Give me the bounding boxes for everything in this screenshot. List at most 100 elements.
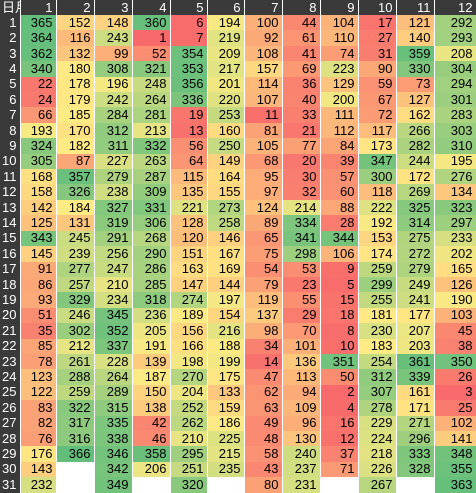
draft-number-cell[interactable]: 130 bbox=[282, 430, 321, 447]
draft-number-cell[interactable]: 97 bbox=[244, 184, 283, 200]
draft-number-cell[interactable]: 162 bbox=[396, 107, 435, 123]
draft-number-cell[interactable]: 27 bbox=[358, 30, 397, 46]
draft-number-cell[interactable]: 230 bbox=[358, 323, 397, 339]
draft-number-cell[interactable]: 198 bbox=[170, 353, 208, 370]
draft-number-cell[interactable]: 108 bbox=[244, 45, 283, 62]
draft-number-cell[interactable]: 192 bbox=[358, 215, 397, 231]
draft-number-cell[interactable]: 107 bbox=[244, 92, 283, 108]
month-header[interactable]: 7 bbox=[244, 0, 283, 15]
draft-number-cell[interactable]: 215 bbox=[207, 446, 245, 462]
draft-number-cell[interactable]: 233 bbox=[434, 230, 476, 247]
month-header[interactable]: 11 bbox=[396, 0, 435, 15]
draft-number-cell[interactable]: 311 bbox=[94, 138, 133, 154]
draft-number-cell[interactable]: 160 bbox=[207, 122, 245, 139]
draft-number-cell[interactable]: 44 bbox=[282, 15, 321, 31]
draft-number-cell[interactable]: 179 bbox=[56, 92, 95, 108]
draft-number-cell[interactable]: 158 bbox=[20, 184, 57, 200]
draft-number-cell[interactable]: 57 bbox=[320, 169, 359, 185]
draft-number-cell[interactable]: 74 bbox=[320, 45, 359, 62]
draft-number-cell[interactable]: 276 bbox=[434, 169, 476, 185]
draft-number-cell[interactable]: 166 bbox=[170, 338, 208, 354]
day-label[interactable]: 8 bbox=[0, 122, 21, 139]
draft-number-cell[interactable]: 178 bbox=[56, 76, 95, 93]
draft-number-cell[interactable]: 69 bbox=[282, 61, 321, 77]
draft-number-cell[interactable]: 321 bbox=[132, 61, 171, 77]
draft-number-cell[interactable]: 248 bbox=[132, 76, 171, 93]
draft-number-cell[interactable]: 140 bbox=[396, 30, 435, 46]
draft-number-cell[interactable]: 212 bbox=[56, 338, 95, 354]
draft-number-cell[interactable]: 91 bbox=[20, 261, 57, 277]
draft-number-cell[interactable]: 47 bbox=[244, 369, 283, 385]
draft-number-cell[interactable]: 116 bbox=[56, 30, 95, 46]
month-header[interactable]: 2 bbox=[56, 0, 95, 15]
draft-number-cell[interactable]: 7 bbox=[170, 30, 208, 46]
draft-number-cell[interactable]: 345 bbox=[94, 307, 133, 324]
draft-number-cell[interactable]: 26 bbox=[434, 369, 476, 385]
draft-number-cell[interactable]: 148 bbox=[94, 15, 133, 31]
draft-number-cell[interactable]: 92 bbox=[244, 30, 283, 46]
draft-number-cell[interactable]: 84 bbox=[320, 138, 359, 154]
draft-number-cell[interactable]: 14 bbox=[244, 353, 283, 370]
draft-number-cell[interactable]: 352 bbox=[94, 323, 133, 339]
draft-number-cell[interactable]: 312 bbox=[358, 369, 397, 385]
draft-number-cell[interactable]: 297 bbox=[434, 215, 476, 231]
draft-number-cell[interactable]: 257 bbox=[56, 276, 95, 293]
draft-number-cell[interactable]: 131 bbox=[56, 215, 95, 231]
draft-number-cell[interactable]: 50 bbox=[320, 369, 359, 385]
draft-number-cell[interactable]: 110 bbox=[320, 30, 359, 46]
draft-number-cell[interactable]: 129 bbox=[320, 76, 359, 93]
draft-number-cell[interactable]: 77 bbox=[282, 138, 321, 154]
draft-number-cell[interactable]: 168 bbox=[20, 169, 57, 185]
draft-number-cell[interactable]: 206 bbox=[132, 461, 171, 478]
draft-number-cell[interactable]: 296 bbox=[396, 430, 435, 447]
draft-number-cell[interactable]: 322 bbox=[56, 400, 95, 416]
draft-number-cell[interactable]: 85 bbox=[20, 338, 57, 354]
draft-number-cell[interactable]: 3 bbox=[434, 384, 476, 401]
draft-number-cell[interactable]: 359 bbox=[396, 45, 435, 62]
draft-number-cell[interactable]: 262 bbox=[170, 415, 208, 431]
draft-number-cell[interactable]: 199 bbox=[207, 353, 245, 370]
draft-number-cell[interactable]: 5 bbox=[320, 276, 359, 293]
draft-number-cell[interactable]: 282 bbox=[396, 138, 435, 154]
draft-number-cell[interactable]: 78 bbox=[20, 353, 57, 370]
day-label[interactable]: 11 bbox=[0, 169, 21, 185]
draft-number-cell[interactable]: 156 bbox=[170, 323, 208, 339]
draft-number-cell[interactable]: 259 bbox=[56, 384, 95, 401]
draft-number-cell[interactable]: 270 bbox=[170, 369, 208, 385]
draft-number-cell[interactable] bbox=[132, 477, 171, 493]
draft-number-cell[interactable]: 184 bbox=[56, 199, 95, 216]
draft-number-cell[interactable]: 153 bbox=[358, 230, 397, 247]
draft-number-cell[interactable]: 96 bbox=[282, 415, 321, 431]
draft-number-cell[interactable]: 279 bbox=[396, 261, 435, 277]
draft-number-cell[interactable]: 142 bbox=[20, 199, 57, 216]
draft-number-cell[interactable]: 117 bbox=[358, 122, 397, 139]
draft-number-cell[interactable]: 25 bbox=[434, 400, 476, 416]
draft-number-cell[interactable]: 306 bbox=[132, 215, 171, 231]
draft-number-cell[interactable]: 213 bbox=[132, 122, 171, 139]
draft-number-cell[interactable]: 273 bbox=[207, 199, 245, 216]
draft-number-cell[interactable]: 341 bbox=[282, 230, 321, 247]
draft-number-cell[interactable]: 235 bbox=[207, 461, 245, 478]
draft-number-cell[interactable]: 243 bbox=[94, 30, 133, 46]
draft-number-cell[interactable]: 293 bbox=[434, 30, 476, 46]
day-label[interactable]: 13 bbox=[0, 199, 21, 216]
draft-number-cell[interactable]: 126 bbox=[434, 276, 476, 293]
draft-number-cell[interactable]: 79 bbox=[244, 276, 283, 293]
draft-number-cell[interactable]: 308 bbox=[94, 61, 133, 77]
draft-number-cell[interactable]: 23 bbox=[282, 276, 321, 293]
draft-number-cell[interactable]: 336 bbox=[170, 92, 208, 108]
draft-number-cell[interactable]: 289 bbox=[94, 384, 133, 401]
draft-number-cell[interactable]: 87 bbox=[56, 153, 95, 170]
draft-number-cell[interactable]: 113 bbox=[282, 369, 321, 385]
draft-number-cell[interactable]: 320 bbox=[170, 477, 208, 493]
draft-number-cell[interactable]: 68 bbox=[244, 153, 283, 170]
draft-number-cell[interactable]: 134 bbox=[434, 184, 476, 200]
draft-number-cell[interactable]: 329 bbox=[56, 292, 95, 308]
draft-number-cell[interactable]: 272 bbox=[396, 246, 435, 262]
draft-number-cell[interactable]: 155 bbox=[207, 184, 245, 200]
draft-number-cell[interactable]: 246 bbox=[56, 307, 95, 324]
draft-number-cell[interactable]: 127 bbox=[396, 92, 435, 108]
draft-number-cell[interactable]: 182 bbox=[56, 138, 95, 154]
draft-number-cell[interactable]: 90 bbox=[358, 61, 397, 77]
draft-number-cell[interactable]: 144 bbox=[207, 276, 245, 293]
